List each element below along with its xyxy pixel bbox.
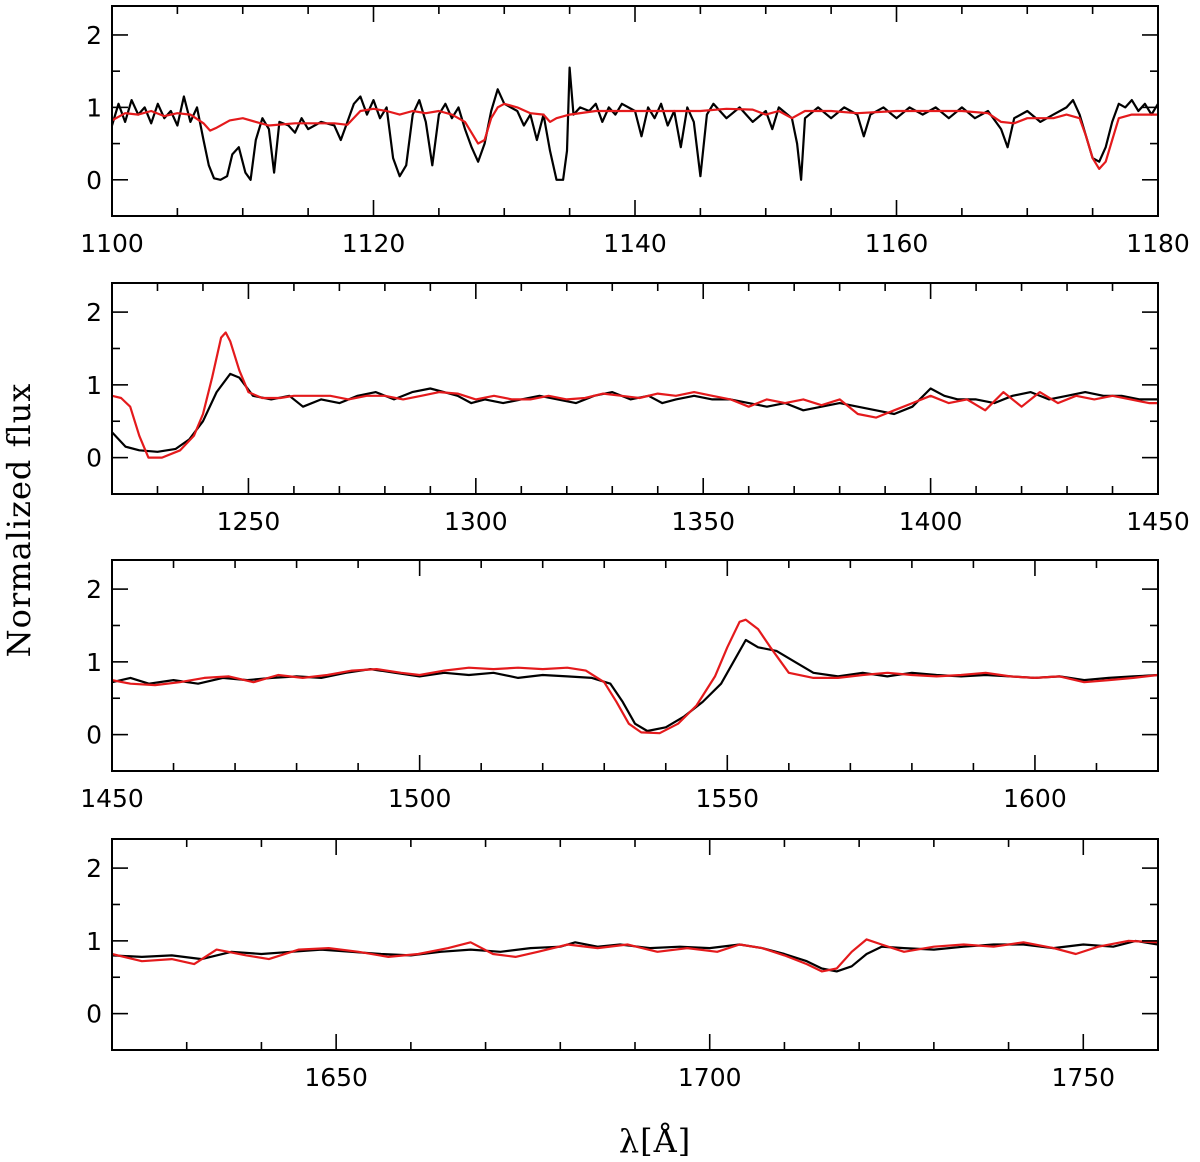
x-tick-label: 1180: [1126, 229, 1190, 258]
x-tick-label: 1400: [899, 507, 963, 536]
y-tick-label: 1: [86, 927, 102, 956]
x-tick-label: 1300: [444, 507, 508, 536]
x-tick-label: 1450: [1126, 507, 1190, 536]
y-tick-label: 2: [86, 298, 102, 327]
plot-area: [112, 66, 1158, 181]
y-tick-label: 0: [86, 1000, 102, 1029]
x-tick-label: 1140: [603, 229, 667, 258]
y-axis-title: Normalized flux: [0, 383, 38, 658]
observed-spectrum-line: [112, 638, 1158, 733]
x-tick-label: 1600: [1003, 784, 1067, 813]
panel-3: 1450 1500 1550 1600 0 1 2: [80, 559, 1159, 813]
x-tick-label: 1750: [1051, 1063, 1115, 1092]
y-tick-label: 2: [86, 21, 102, 50]
x-tick-label: 1500: [388, 784, 452, 813]
plot-area: [112, 331, 1158, 459]
x-tick-label: 1100: [80, 229, 144, 258]
x-tick-label: 1550: [695, 784, 759, 813]
plot-area: [112, 938, 1158, 973]
x-tick-label: 1450: [80, 784, 144, 813]
observed-spectrum-line: [112, 372, 1158, 453]
y-tick-label: 2: [86, 854, 102, 883]
x-tick-label: 1120: [342, 229, 406, 258]
plot-frame: [111, 282, 1159, 495]
model-spectrum-line: [112, 938, 1158, 973]
observed-spectrum-line: [112, 66, 1158, 181]
y-tick-label: 1: [86, 93, 102, 122]
panel-4: 1650 1700 1750 0 1 2: [86, 838, 1159, 1092]
model-spectrum-line: [112, 618, 1158, 735]
panel-2: 1250 1300 1350 1400 1450 0 1 2: [86, 282, 1190, 536]
plot-frame: [111, 559, 1159, 772]
y-tick-label: 0: [86, 444, 102, 473]
y-tick-label: 0: [86, 721, 102, 750]
x-tick-label: 1160: [865, 229, 929, 258]
plot-area: [112, 618, 1158, 735]
x-tick-label: 1700: [678, 1063, 742, 1092]
x-tick-label: 1350: [671, 507, 735, 536]
x-axis-title: λ[Å]: [619, 1122, 691, 1160]
model-spectrum-line: [112, 102, 1158, 170]
model-spectrum-line: [112, 331, 1158, 459]
x-tick-label: 1650: [304, 1063, 368, 1092]
x-tick-label: 1250: [217, 507, 281, 536]
y-tick-label: 1: [86, 648, 102, 677]
panel-1: 1100 1120 1140 1160 1180 0 1 2: [80, 5, 1190, 258]
y-tick-label: 2: [86, 575, 102, 604]
y-tick-label: 0: [86, 166, 102, 195]
y-tick-label: 1: [86, 371, 102, 400]
